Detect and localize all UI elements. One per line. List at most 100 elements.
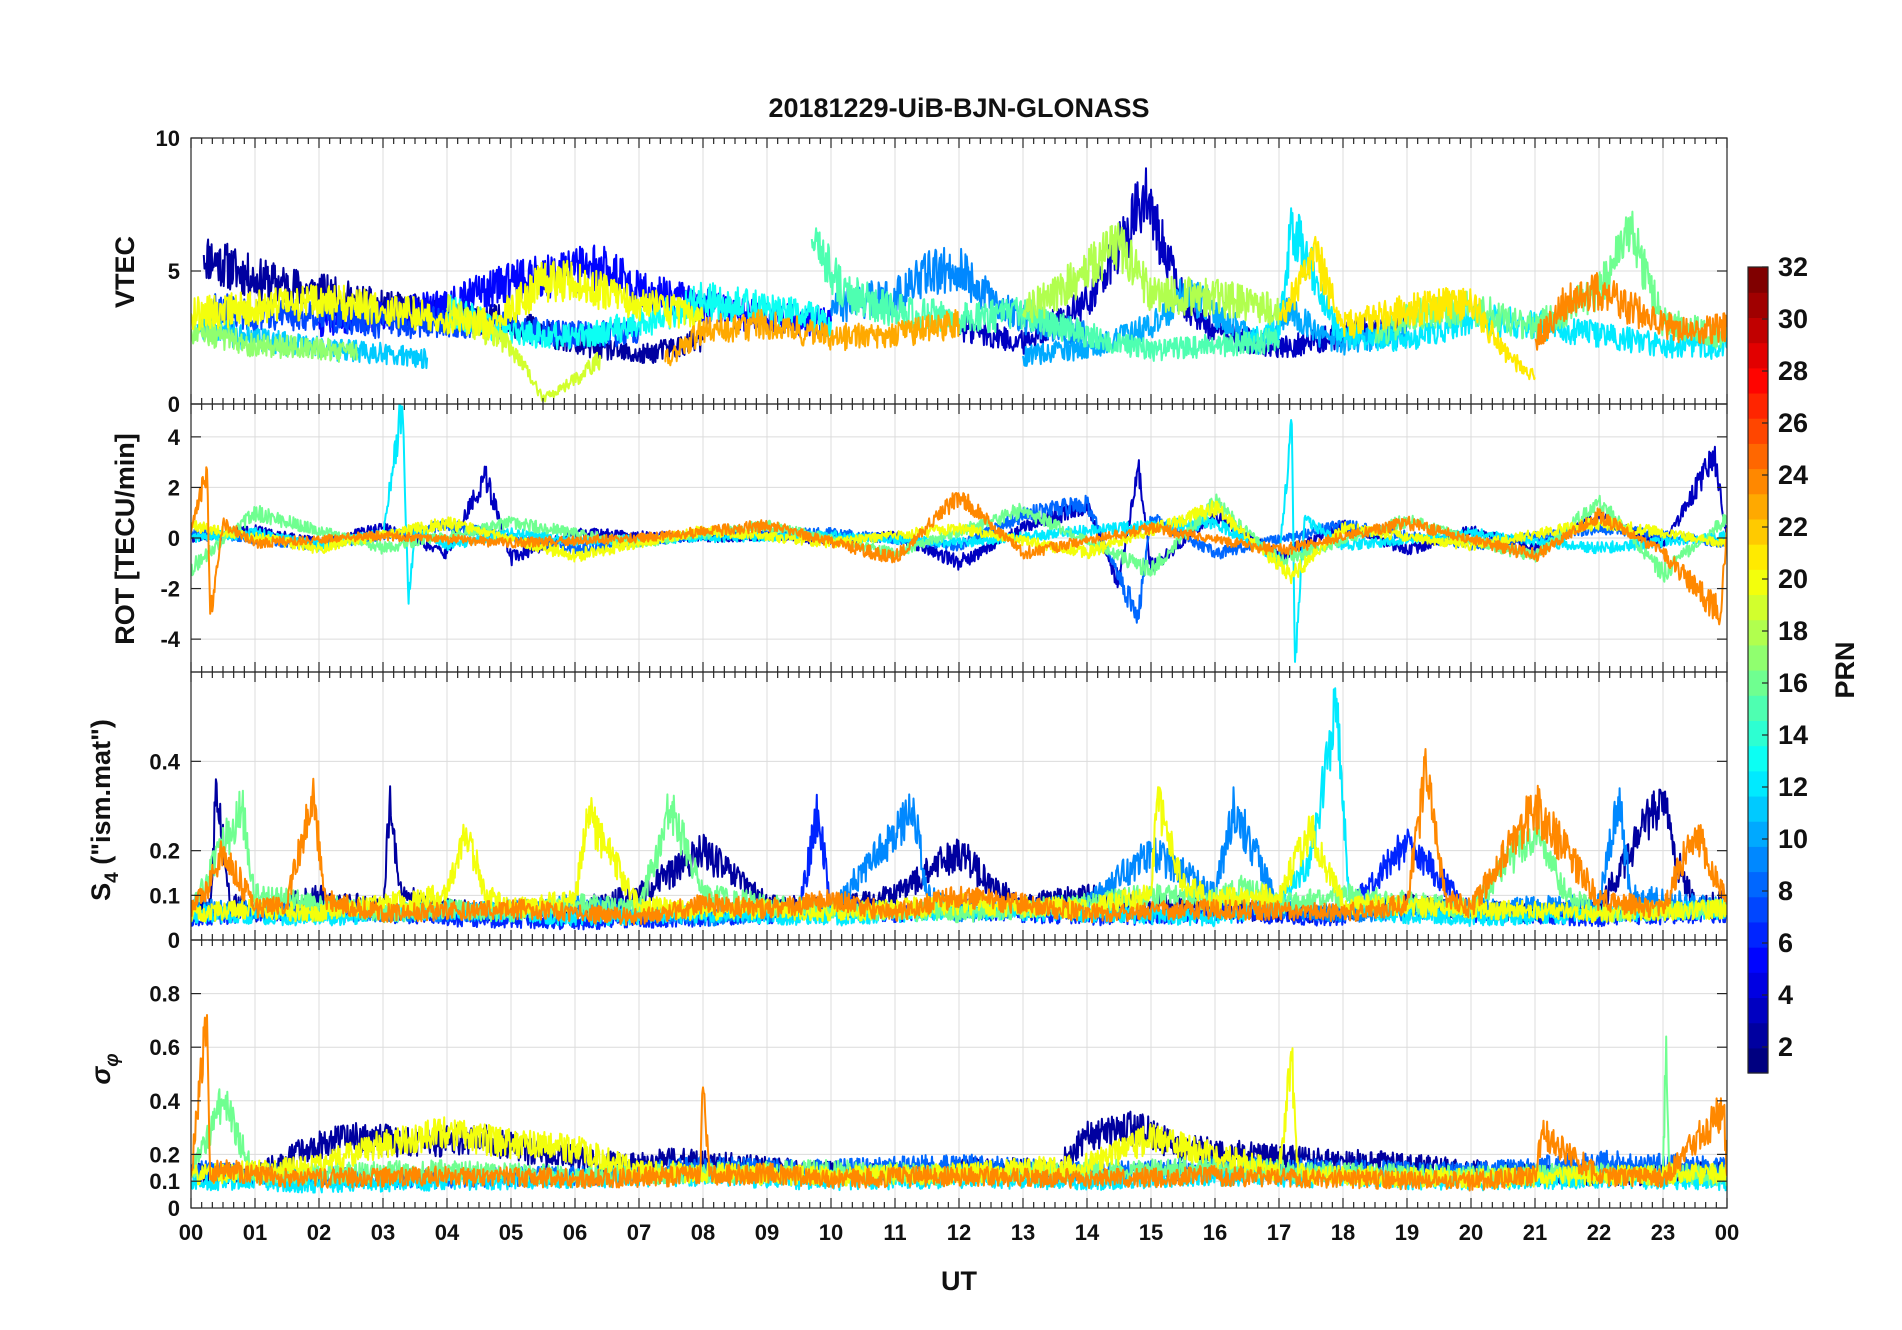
x-tick-label: 22 [1587,1220,1611,1245]
x-tick-label: 08 [691,1220,715,1245]
colorbar-band [1748,367,1768,394]
x-tick-label: 13 [1011,1220,1035,1245]
series-line-prn-18 [1022,222,1280,326]
plot-area [191,1014,1727,1194]
colorbar-band [1748,392,1768,419]
x-tick-label: 23 [1651,1220,1675,1245]
y-tick-label: 0.6 [149,1035,180,1060]
colorbar-band [1748,518,1768,545]
colorbar-band [1748,795,1768,822]
colorbar-band [1748,670,1768,696]
x-tick-label: 03 [371,1220,395,1245]
colorbar-band [1748,493,1768,520]
colorbar-band [1748,644,1768,671]
colorbar-tick-label: 28 [1778,356,1808,386]
x-tick-label: 15 [1139,1220,1163,1245]
colorbar-band [1748,443,1768,470]
y-tick-label: 5 [168,259,180,284]
colorbar-tick-label: 8 [1778,876,1793,906]
colorbar-band [1748,871,1768,898]
colorbar-band [1748,896,1768,923]
colorbar-tick-label: 24 [1778,460,1808,490]
series-line-prn-20 [191,500,1727,585]
chart-title: 20181229-UiB-BJN-GLONASS [768,93,1149,123]
colorbar-band [1748,695,1768,721]
colorbar-band [1748,947,1768,973]
colorbar-tick-label: 20 [1778,564,1808,594]
x-tick-label: 04 [435,1220,460,1245]
x-tick-label: 06 [563,1220,587,1245]
colorbar-band [1748,594,1768,621]
colorbar-band [1748,720,1768,747]
series-line-prn-24 [191,748,1727,926]
y-tick-label: 0.4 [149,1089,180,1114]
series-line-prn-12 [191,404,1727,663]
colorbar-band [1748,921,1768,948]
y-tick-label: 0 [168,526,180,551]
y-tick-label: 0 [168,928,180,953]
panel-sigma: 00.10.2 0.4 0.6 0.8 00 01 02 03 04 05 06 07 08 09 10 11… [149,939,1739,1245]
y-tick-label: 0.1 [149,1169,180,1194]
x-tick-label: 05 [499,1220,523,1245]
x-tick-label: 00 [1715,1220,1739,1245]
x-tick-label: 00 [179,1220,203,1245]
colorbar-band [1748,1047,1768,1074]
x-tick-label: 14 [1075,1220,1100,1245]
y-tick-label: 0.4 [149,749,180,774]
series-line-prn-23 [664,308,960,367]
colorbar-tick-label: 10 [1778,824,1808,854]
plot-area [191,687,1727,931]
colorbar-tick-label: 16 [1778,668,1808,698]
colorbar-label: PRN [1830,641,1860,698]
series-line-prn-13 [446,281,832,350]
plot-area [191,404,1727,663]
y-tick-label: 0.2 [149,839,180,864]
series-line-prn-20 [191,259,704,339]
colorbar-tick-label: 30 [1778,304,1808,334]
colorbar-band [1748,418,1768,444]
plot-area [191,167,1727,403]
colorbar-frame [1747,266,1769,1074]
colorbar-band [1748,1022,1768,1049]
x-tick-label: 10 [819,1220,843,1245]
colorbar-band [1748,997,1768,1024]
y-axis-label-rot: ROT [TECU/min] [110,433,140,644]
colorbar-band [1748,619,1768,646]
colorbar-tick-label: 26 [1778,408,1808,438]
x-tick-label: 21 [1523,1220,1547,1245]
series-line-prn-24 [191,1014,1727,1192]
colorbar-band [1748,292,1768,318]
y-tick-label: 0 [168,392,180,417]
colorbar-tick-label: 4 [1778,980,1793,1010]
colorbar-band [1748,317,1768,344]
series-line-prn-10 [1022,278,1408,367]
colorbar-tick-label: 6 [1778,928,1793,958]
colorbar-tick-label: 14 [1778,720,1808,750]
series-line-prn-17 [191,316,359,363]
colorbar-band [1748,468,1768,495]
x-tick-label: 12 [947,1220,971,1245]
y-tick-label: -4 [160,627,180,652]
series-line-prn-24 [191,466,1727,626]
colorbar-tick-label: 2 [1778,1032,1793,1062]
x-tick-label: 16 [1203,1220,1227,1245]
colorbar-band [1748,342,1768,369]
series-line-prn-24 [1534,272,1727,351]
colorbar-tick-label: 12 [1778,772,1808,802]
y-tick-label: 2 [168,475,180,500]
colorbar-tick-label: 18 [1778,616,1808,646]
colorbar-band [1748,267,1768,293]
x-tick-label: 11 [883,1220,906,1245]
y-tick-label: 0.1 [149,883,180,908]
x-tick-label: 19 [1395,1220,1419,1245]
colorbar-tick-label: 32 [1778,252,1808,282]
y-tick-label: 4 [168,425,181,450]
panel-vtec: 0 5 10 [156,126,1728,417]
y-axis-label-vtec: VTEC [110,236,140,308]
colorbar-band [1748,972,1768,999]
colorbar-band [1748,745,1768,772]
y-axis-label-s4: S4 ("ism.mat") [86,719,123,901]
